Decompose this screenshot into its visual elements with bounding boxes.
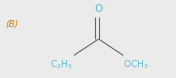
Text: OCH$_3$: OCH$_3$: [123, 58, 148, 71]
Text: C$_2$H$_5$: C$_2$H$_5$: [50, 58, 73, 71]
Text: O: O: [95, 4, 103, 14]
Text: (B): (B): [6, 20, 19, 29]
